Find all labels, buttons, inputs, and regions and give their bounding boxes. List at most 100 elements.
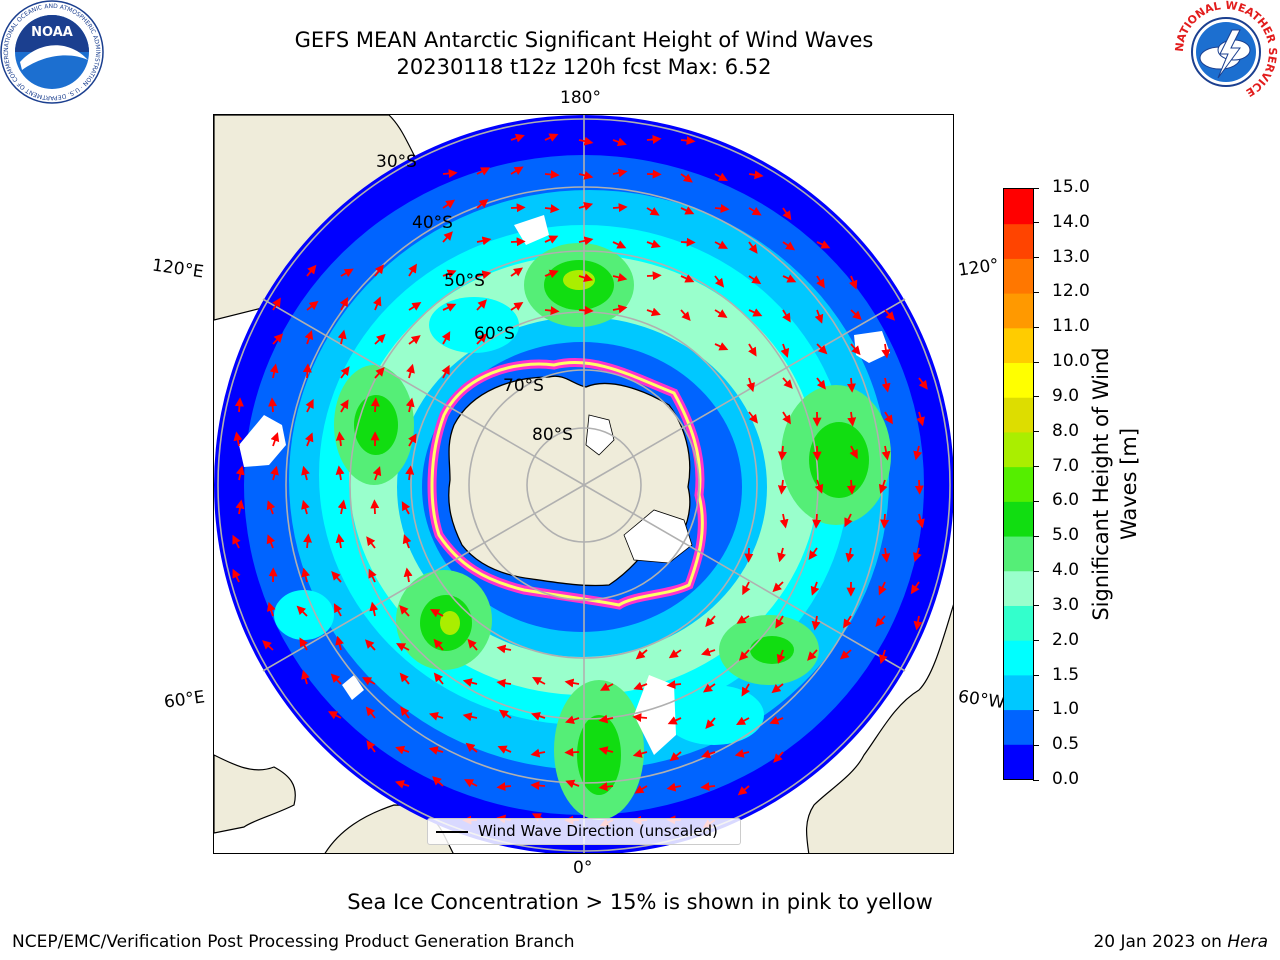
- wave-direction-arrow: [402, 534, 412, 549]
- wave-direction-arrow: [701, 647, 716, 657]
- wave-direction-arrow: [337, 499, 347, 515]
- wave-direction-arrow: [714, 342, 729, 351]
- wave-direction-arrow: [748, 343, 757, 357]
- colorbar-segment: [1004, 605, 1033, 641]
- wave-direction-arrow: [913, 547, 922, 562]
- wave-direction-arrow: [777, 547, 786, 563]
- colorbar-segment: [1004, 570, 1033, 606]
- wave-direction-arrow: [510, 133, 525, 143]
- wave-direction-arrow: [773, 751, 784, 763]
- colorbar-tick-mark: [1033, 257, 1039, 259]
- wave-direction-arrow: [846, 377, 856, 393]
- wave-direction-arrow: [680, 136, 696, 146]
- wave-direction-arrow: [646, 271, 662, 281]
- colorbar-tick-mark: [1033, 291, 1039, 293]
- wave-direction-arrow: [304, 330, 314, 345]
- wave-direction-arrow: [340, 399, 349, 413]
- wave-direction-arrow: [669, 751, 682, 762]
- wave-direction-arrow: [532, 677, 546, 686]
- lat-label-30s: 30°S: [376, 152, 417, 172]
- credit-text: NCEP/EMC/Verification Post Processing Pr…: [12, 932, 575, 952]
- wave-direction-arrow: [913, 445, 923, 461]
- wave-direction-arrow: [736, 615, 750, 624]
- wave-direction-arrow: [810, 581, 820, 596]
- wave-direction-arrow: [839, 649, 852, 660]
- lon-label-120e: 120°E: [150, 255, 205, 283]
- date-stamp: 20 Jan 2023 on Hera: [1093, 932, 1268, 952]
- wave-direction-arrow: [476, 167, 491, 176]
- colorbar-tick-mark: [1033, 570, 1039, 572]
- wave-direction-arrow: [366, 536, 376, 549]
- wave-direction-arrow: [612, 240, 627, 249]
- wave-direction-arrow: [337, 329, 347, 345]
- wave-direction-arrow: [578, 202, 594, 211]
- colorbar-tick-label: 9.0: [1052, 385, 1080, 406]
- colorbar-segment: [1004, 744, 1033, 779]
- wave-direction-arrow: [510, 166, 524, 175]
- wave-direction-arrow: [598, 746, 614, 755]
- wave-direction-arrow: [748, 170, 764, 180]
- colorbar-segment: [1004, 674, 1033, 711]
- wave-direction-arrow: [807, 649, 818, 661]
- colorbar-tick-mark: [1033, 396, 1039, 398]
- wave-direction-arrow: [476, 270, 492, 280]
- wave-direction-arrow: [369, 601, 379, 617]
- wave-direction-arrow: [270, 465, 279, 481]
- wave-direction-arrow: [405, 465, 415, 481]
- wave-direction-arrow: [374, 333, 386, 345]
- colorbar-tick-mark: [1033, 326, 1039, 328]
- wave-direction-arrow: [262, 640, 274, 651]
- wave-direction-arrow: [272, 333, 284, 345]
- sea-ice-note: Sea Ice Concentration > 15% is shown in …: [347, 890, 933, 914]
- wave-direction-arrow: [364, 639, 376, 651]
- colorbar-segment: [1004, 258, 1033, 294]
- wave-direction-arrow: [646, 207, 660, 216]
- lat-label-50s: 50°S: [444, 271, 485, 291]
- wave-direction-arrow: [370, 397, 380, 413]
- wave-direction-arrow: [847, 411, 857, 427]
- colorbar-tick-label: 1.5: [1052, 664, 1080, 685]
- colorbar-segment: [1004, 189, 1033, 225]
- wave-direction-arrow: [843, 615, 852, 629]
- wave-direction-arrow: [476, 333, 487, 345]
- wave-direction-arrow: [408, 335, 421, 345]
- chart-title: GEFS MEAN Antarctic Significant Height o…: [294, 28, 874, 52]
- wave-direction-arrow: [667, 716, 682, 725]
- wave-direction-arrow: [510, 267, 524, 277]
- wave-direction-arrow: [845, 547, 855, 563]
- wave-direction-arrow: [510, 203, 526, 213]
- wave-direction-arrow: [232, 534, 241, 549]
- lon-label-60w: 60°W: [956, 686, 1007, 714]
- wave-direction-arrow: [564, 678, 580, 688]
- wave-direction-arrow: [565, 715, 580, 725]
- wave-direction-arrow: [680, 173, 693, 183]
- wave-direction-arrow: [496, 678, 512, 688]
- wave-direction-arrow: [850, 343, 861, 356]
- wave-direction-arrow: [333, 603, 343, 617]
- wave-direction-arrow: [782, 411, 791, 425]
- wave-direction-arrow: [408, 433, 417, 447]
- wave-direction-arrow: [302, 363, 312, 379]
- wave-direction-arrow: [462, 712, 478, 722]
- wave-direction-arrow: [705, 717, 716, 730]
- wave-direction-arrow: [737, 785, 750, 796]
- wave-direction-arrow: [530, 781, 546, 791]
- wave-direction-arrow: [266, 601, 276, 617]
- colorbar-tick-label: 7.0: [1052, 455, 1080, 476]
- wave-direction-arrow: [816, 343, 828, 355]
- wave-direction-arrow: [913, 615, 923, 631]
- colorbar-tick-mark: [1033, 431, 1039, 433]
- wave-direction-arrow: [306, 264, 317, 277]
- wave-direction-arrow: [578, 236, 594, 246]
- wave-direction-arrow: [340, 366, 350, 379]
- wave-direction-arrow: [646, 239, 661, 249]
- wave-direction-arrow: [701, 749, 716, 759]
- colorbar-tick-mark: [1033, 500, 1039, 502]
- date-text: 20 Jan 2023 on: [1093, 932, 1228, 952]
- wave-direction-arrow: [401, 501, 411, 515]
- legend-label: Wind Wave Direction (unscaled): [478, 822, 718, 840]
- chart-subtitle: 20230118 t12z 120h fcst Max: 6.52: [396, 55, 772, 79]
- wave-direction-arrow: [816, 275, 825, 289]
- wave-direction-arrow: [910, 581, 920, 595]
- colorbar-label-line2: Waves [m]: [1117, 427, 1141, 541]
